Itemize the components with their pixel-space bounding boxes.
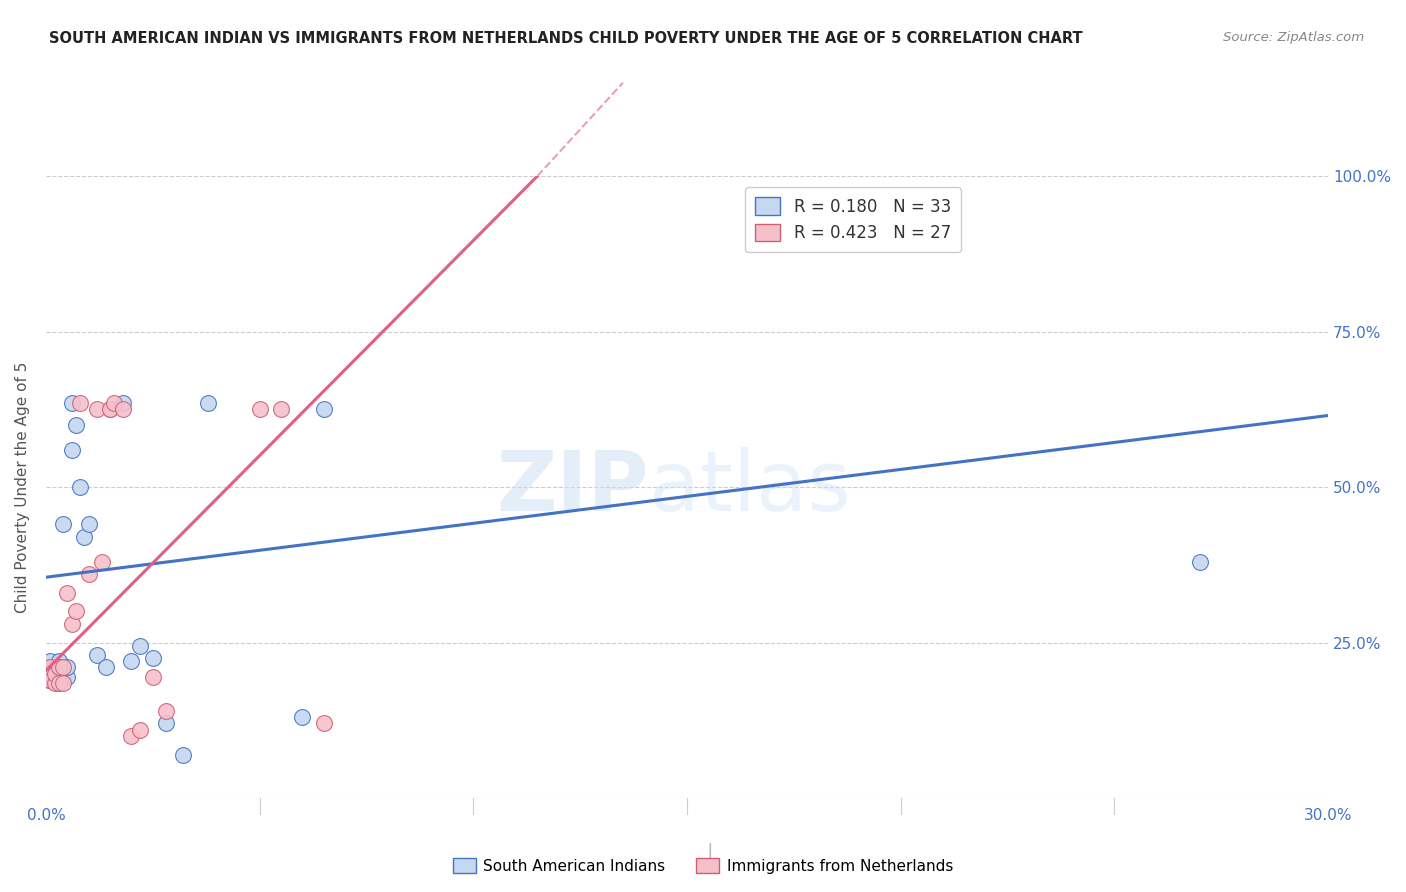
Point bbox=[37, 670, 59, 684]
Point bbox=[39, 660, 62, 674]
Point bbox=[38, 673, 60, 687]
Point bbox=[111, 402, 134, 417]
Point bbox=[56, 660, 79, 674]
Point bbox=[73, 530, 96, 544]
Point bbox=[312, 716, 335, 731]
Point bbox=[312, 402, 335, 417]
Point bbox=[111, 396, 134, 410]
Point bbox=[37, 660, 59, 674]
Point bbox=[41, 664, 63, 678]
Point bbox=[142, 670, 165, 684]
Point bbox=[52, 670, 75, 684]
Point bbox=[120, 729, 142, 743]
Point bbox=[1188, 555, 1211, 569]
Point bbox=[37, 670, 59, 684]
Point bbox=[39, 654, 62, 668]
Point bbox=[69, 396, 91, 410]
Point bbox=[90, 555, 112, 569]
Legend: South American Indians, Immigrants from Netherlands: South American Indians, Immigrants from … bbox=[447, 852, 959, 880]
Point bbox=[86, 648, 108, 662]
Y-axis label: Child Poverty Under the Age of 5: Child Poverty Under the Age of 5 bbox=[15, 361, 30, 613]
Point bbox=[103, 396, 125, 410]
Point bbox=[69, 480, 91, 494]
Point bbox=[44, 666, 66, 681]
Point bbox=[155, 704, 177, 718]
Text: Source: ZipAtlas.com: Source: ZipAtlas.com bbox=[1223, 31, 1364, 45]
Text: SOUTH AMERICAN INDIAN VS IMMIGRANTS FROM NETHERLANDS CHILD POVERTY UNDER THE AGE: SOUTH AMERICAN INDIAN VS IMMIGRANTS FROM… bbox=[49, 31, 1083, 46]
Point bbox=[197, 396, 219, 410]
Point bbox=[249, 402, 271, 417]
Point bbox=[94, 660, 117, 674]
Point bbox=[37, 666, 59, 681]
Point bbox=[65, 604, 87, 618]
Text: |: | bbox=[707, 842, 713, 862]
Point bbox=[44, 666, 66, 681]
Point bbox=[60, 442, 83, 457]
Point bbox=[77, 567, 100, 582]
Point bbox=[86, 402, 108, 417]
Point bbox=[77, 517, 100, 532]
Point bbox=[56, 670, 79, 684]
Point bbox=[291, 710, 314, 724]
Text: atlas: atlas bbox=[648, 447, 851, 527]
Point bbox=[60, 396, 83, 410]
Point bbox=[120, 654, 142, 668]
Point bbox=[48, 654, 70, 668]
Point bbox=[129, 723, 152, 737]
Point bbox=[129, 639, 152, 653]
Text: ZIP: ZIP bbox=[496, 447, 648, 527]
Point bbox=[48, 660, 70, 674]
Point bbox=[56, 586, 79, 600]
Point bbox=[52, 660, 75, 674]
Point bbox=[172, 747, 194, 762]
Point bbox=[48, 676, 70, 690]
Legend: R = 0.180   N = 33, R = 0.423   N = 27: R = 0.180 N = 33, R = 0.423 N = 27 bbox=[745, 187, 960, 252]
Point bbox=[98, 402, 121, 417]
Point bbox=[48, 670, 70, 684]
Point bbox=[52, 517, 75, 532]
Point bbox=[60, 616, 83, 631]
Point bbox=[44, 660, 66, 674]
Point bbox=[98, 402, 121, 417]
Point bbox=[155, 716, 177, 731]
Point bbox=[65, 417, 87, 432]
Point bbox=[52, 676, 75, 690]
Point bbox=[44, 676, 66, 690]
Point bbox=[39, 666, 62, 681]
Point bbox=[270, 402, 292, 417]
Point bbox=[142, 651, 165, 665]
Point bbox=[39, 673, 62, 687]
